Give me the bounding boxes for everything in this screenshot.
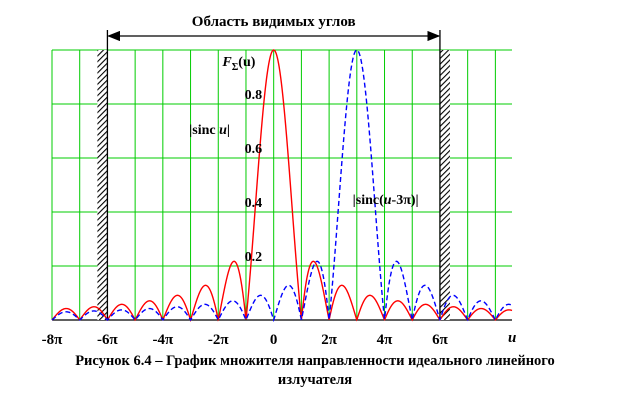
label-s1-part-b: u — [384, 193, 392, 208]
y-tick-labels: 0.2 0.4 0.6 0.8 — [245, 88, 263, 265]
y-title-sub: Σ — [232, 62, 239, 73]
label-s1-part-c: -3π)| — [392, 193, 419, 208]
x-tick-label: 0 — [270, 332, 278, 348]
x-tick-label: -2π — [208, 332, 229, 348]
hatch-boundary — [439, 50, 450, 320]
series-label-sinc-u-3pi: |sinc(u-3π)| — [353, 193, 419, 208]
label-s1-part-a: |sinc( — [353, 193, 384, 208]
visible-region-boundaries — [97, 30, 450, 320]
x-tick-label: 6π — [432, 332, 449, 348]
x-tick-label: 4π — [377, 332, 394, 348]
caption-line-1: Рисунок 6.4 – График множителя направлен… — [75, 353, 555, 369]
region-label: Область видимых углов — [192, 14, 356, 30]
series-line-0 — [51, 49, 513, 323]
y-tick-label: 0.2 — [245, 250, 263, 265]
y-tick-label: 0.8 — [245, 88, 263, 103]
chart: 0.2 0.4 0.6 0.8 -8π -6π -4π -2π 0 2π 4π 6π Область… — [42, 14, 517, 348]
y-title-arg: (u) — [238, 55, 255, 70]
label-s0-part-a: |sinc — [189, 123, 219, 138]
curves — [51, 49, 513, 323]
y-tick-label: 0.4 — [245, 196, 263, 211]
label-s0-part-b: u — [219, 123, 227, 138]
x-tick-label: 2π — [321, 332, 338, 348]
x-tick-label: -6π — [97, 332, 118, 348]
series-line-1 — [51, 49, 513, 323]
x-tick-labels: -8π -6π -4π -2π 0 2π 4π 6π — [42, 332, 449, 348]
visible-region-indicator: Область видимых углов — [107, 14, 441, 42]
x-tick-label: -8π — [42, 332, 63, 348]
hatch-boundary — [97, 50, 108, 320]
label-s0-part-c: | — [227, 123, 230, 138]
y-title-main: F — [221, 55, 232, 70]
plot-grid — [51, 49, 512, 321]
caption-line-2: излучателя — [277, 372, 353, 388]
x-tick-label: -4π — [152, 332, 173, 348]
x-axis-label: u — [508, 330, 516, 346]
figure-caption: Рисунок 6.4 – График множителя направлен… — [0, 352, 630, 390]
y-tick-label: 0.6 — [245, 142, 263, 157]
series-label-sinc-u: |sinc u| — [189, 123, 230, 138]
y-axis-title: FΣ(u) — [221, 55, 255, 73]
